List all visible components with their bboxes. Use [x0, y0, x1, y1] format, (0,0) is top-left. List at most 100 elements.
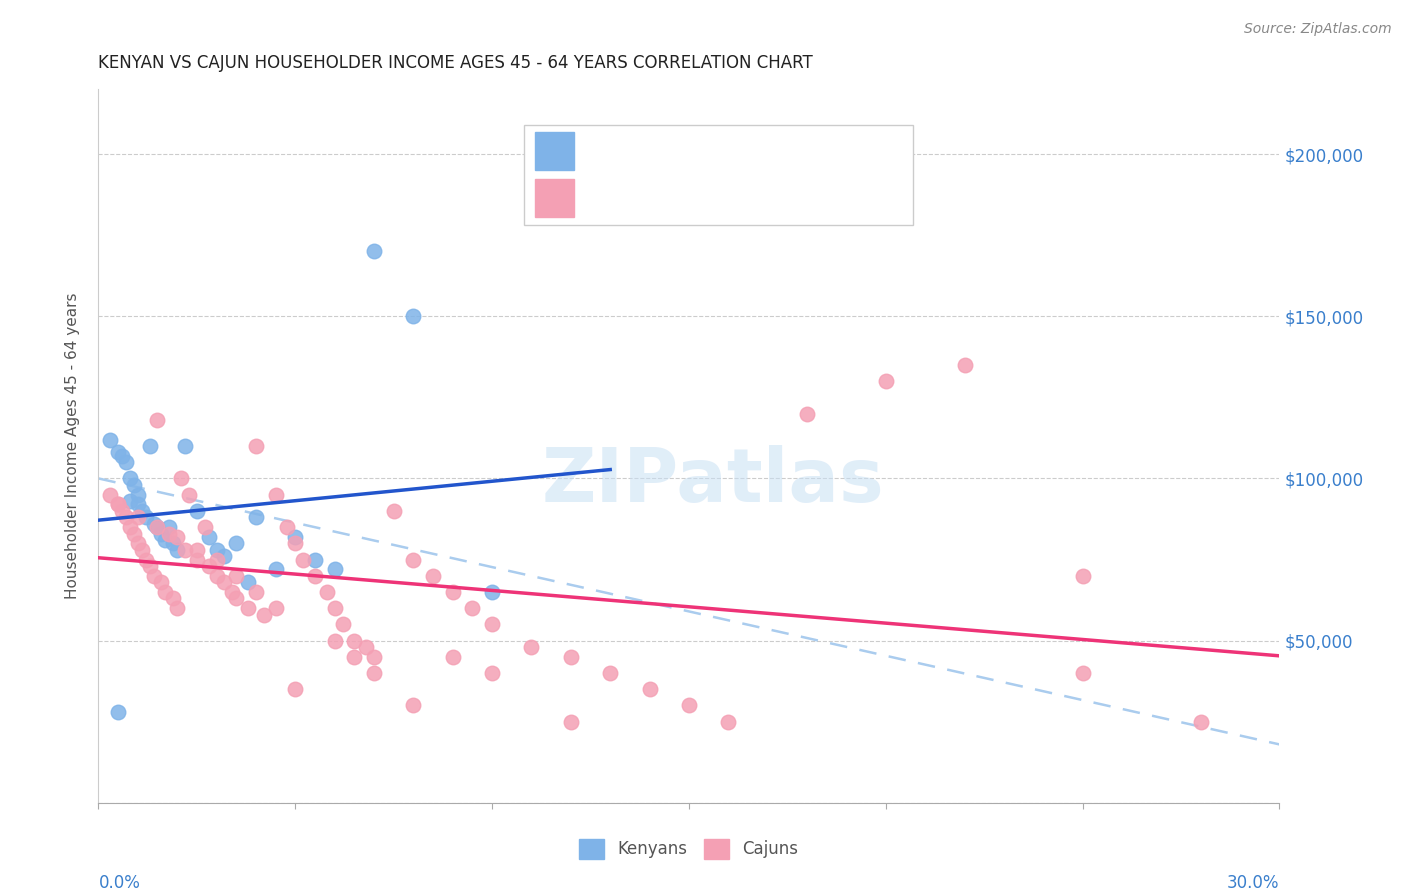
Point	[122, 478, 145, 492]
Point	[146, 520, 169, 534]
Text: 30.0%: 30.0%	[1227, 874, 1279, 892]
Point	[205, 552, 228, 566]
Point	[953, 358, 976, 372]
Point	[236, 601, 259, 615]
Point	[225, 591, 247, 606]
Point	[127, 497, 149, 511]
Point	[98, 488, 121, 502]
Point	[343, 633, 366, 648]
Point	[150, 575, 173, 590]
Point	[186, 542, 208, 557]
Point	[131, 542, 153, 557]
Point	[717, 714, 740, 729]
Point	[284, 536, 307, 550]
Point	[162, 536, 184, 550]
Point	[599, 666, 621, 681]
Point	[138, 439, 160, 453]
Point	[402, 698, 425, 713]
Point	[166, 542, 188, 557]
Point	[166, 530, 188, 544]
Point	[245, 510, 267, 524]
Point	[520, 640, 543, 654]
Point	[402, 310, 425, 324]
Point	[221, 585, 243, 599]
Point	[560, 649, 582, 664]
Point	[343, 649, 366, 664]
Point	[253, 607, 276, 622]
Point	[1071, 568, 1094, 582]
Point	[186, 552, 208, 566]
Point	[107, 705, 129, 719]
Point	[1071, 666, 1094, 681]
Point	[382, 504, 405, 518]
Point	[107, 497, 129, 511]
Point	[678, 698, 700, 713]
Point	[441, 585, 464, 599]
Point	[304, 568, 326, 582]
Point	[205, 542, 228, 557]
Point	[111, 449, 134, 463]
Y-axis label: Householder Income Ages 45 - 64 years: Householder Income Ages 45 - 64 years	[65, 293, 80, 599]
Point	[363, 649, 385, 664]
Point	[363, 244, 385, 259]
Point	[155, 533, 177, 547]
Point	[304, 552, 326, 566]
Point	[111, 504, 134, 518]
Point	[157, 520, 180, 534]
Point	[323, 562, 346, 576]
Point	[796, 407, 818, 421]
Point	[461, 601, 484, 615]
Point	[177, 488, 200, 502]
Point	[292, 552, 315, 566]
Point	[135, 552, 157, 566]
Point	[127, 510, 149, 524]
Point	[197, 530, 219, 544]
Point	[174, 542, 197, 557]
Point	[363, 666, 385, 681]
Point	[131, 504, 153, 518]
Point	[284, 530, 307, 544]
Point	[127, 488, 149, 502]
Text: KENYAN VS CAJUN HOUSEHOLDER INCOME AGES 45 - 64 YEARS CORRELATION CHART: KENYAN VS CAJUN HOUSEHOLDER INCOME AGES …	[98, 54, 813, 72]
Point	[115, 510, 138, 524]
Point	[264, 562, 287, 576]
Point	[162, 591, 184, 606]
Point	[481, 666, 503, 681]
Point	[875, 374, 897, 388]
Point	[354, 640, 377, 654]
Point	[638, 682, 661, 697]
Text: ZIPatlas: ZIPatlas	[541, 445, 884, 518]
Point	[127, 536, 149, 550]
Point	[245, 585, 267, 599]
Point	[118, 520, 141, 534]
Point	[205, 568, 228, 582]
Point	[107, 445, 129, 459]
Point	[166, 601, 188, 615]
Point	[150, 526, 173, 541]
Point	[323, 633, 346, 648]
Point	[481, 617, 503, 632]
Point	[276, 520, 298, 534]
Point	[118, 494, 141, 508]
Point	[118, 471, 141, 485]
Point	[214, 549, 236, 564]
Point	[560, 714, 582, 729]
Point	[332, 617, 354, 632]
Point	[197, 559, 219, 574]
Point	[481, 585, 503, 599]
Legend: Kenyans, Cajuns: Kenyans, Cajuns	[572, 832, 806, 866]
Point	[135, 510, 157, 524]
Point	[138, 559, 160, 574]
Point	[284, 682, 307, 697]
Point	[236, 575, 259, 590]
Point	[402, 552, 425, 566]
Text: Source: ZipAtlas.com: Source: ZipAtlas.com	[1244, 22, 1392, 37]
Point	[264, 601, 287, 615]
Text: 0.0%: 0.0%	[98, 874, 141, 892]
Point	[323, 601, 346, 615]
Point	[225, 536, 247, 550]
Point	[441, 649, 464, 664]
Point	[422, 568, 444, 582]
Point	[155, 585, 177, 599]
Point	[142, 516, 165, 531]
